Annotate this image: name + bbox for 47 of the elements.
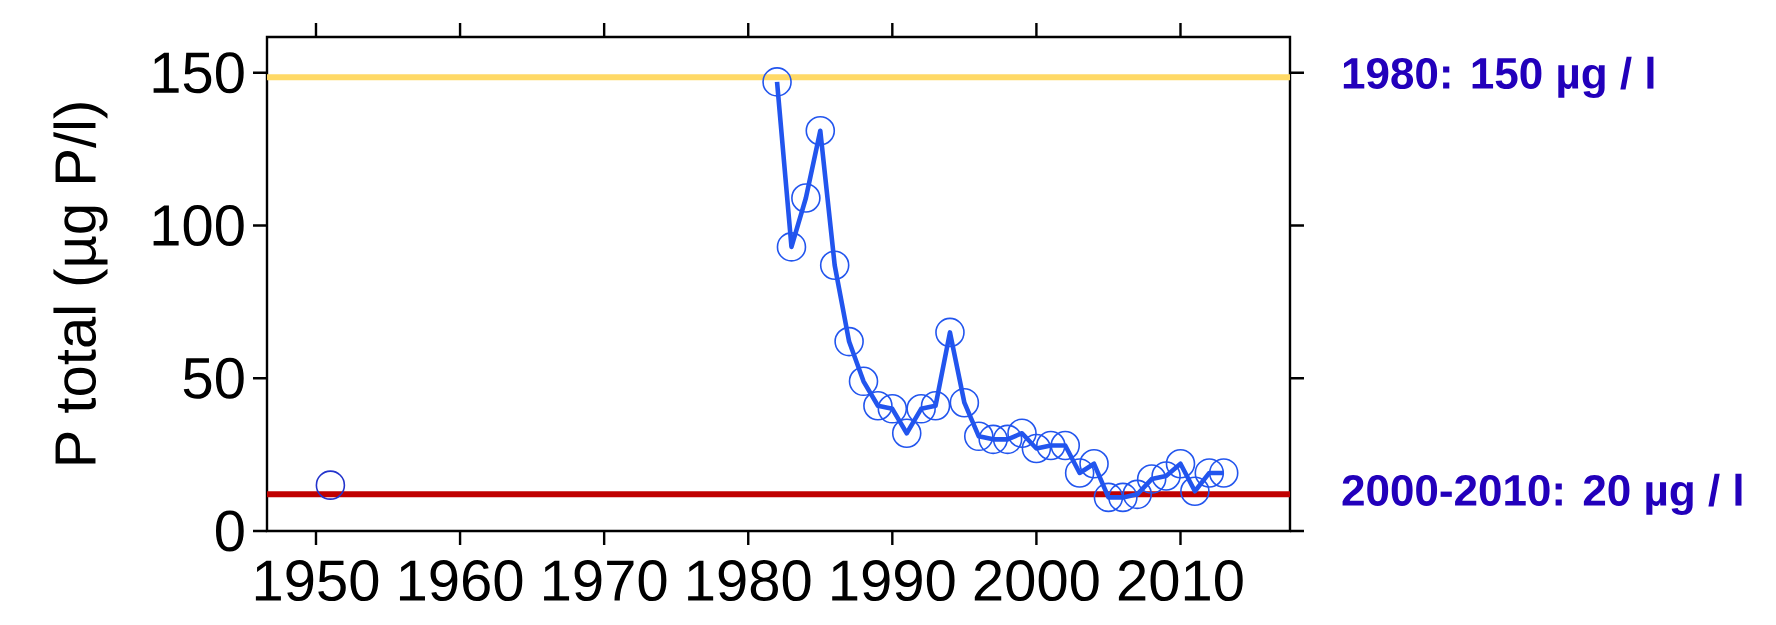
point <box>1122 479 1153 510</box>
x-tick-label: 1960 <box>399 560 523 602</box>
point <box>1136 464 1167 494</box>
point <box>1151 461 1181 491</box>
point <box>863 390 893 421</box>
point <box>805 115 836 146</box>
point <box>834 326 864 357</box>
point <box>315 470 346 500</box>
point <box>963 421 994 452</box>
y-tick-label: 100 <box>153 204 244 247</box>
point <box>762 67 792 97</box>
y-tick-label: 150 <box>153 52 244 94</box>
point <box>1007 418 1037 449</box>
point <box>891 418 922 449</box>
point <box>791 183 821 213</box>
point <box>1108 482 1138 513</box>
point <box>1036 430 1066 461</box>
x-tick-label: 1970 <box>544 560 667 602</box>
point <box>1165 448 1196 479</box>
point <box>992 424 1023 455</box>
x-tick-label: 1950 <box>255 560 379 602</box>
y-tick-label: 50 <box>183 357 244 399</box>
point <box>1079 448 1109 479</box>
y-axis-title: P total (µg P/l) <box>53 103 108 464</box>
x-tick-label: 2010 <box>1118 560 1243 602</box>
point <box>978 424 1008 455</box>
point <box>877 394 908 424</box>
text: 2000-2010: 20 µg / l <box>1342 473 1742 515</box>
point <box>1050 430 1081 461</box>
point <box>1093 482 1124 513</box>
x-tick-label: 1990 <box>832 560 955 602</box>
point <box>920 390 951 421</box>
point <box>1180 476 1210 507</box>
point <box>776 232 807 262</box>
point <box>935 317 965 348</box>
point <box>949 387 980 418</box>
point <box>1064 458 1095 488</box>
x-tick-label: 2000 <box>974 560 1099 602</box>
point <box>1021 433 1052 464</box>
y-tick-label: 0 <box>215 510 244 552</box>
point <box>1208 458 1239 488</box>
point <box>906 394 936 424</box>
point <box>848 366 879 397</box>
point <box>1194 458 1225 488</box>
x-tick-label: 1980 <box>688 560 811 602</box>
point <box>819 250 850 281</box>
text: 1980: 150 µg / l <box>1343 56 1654 98</box>
